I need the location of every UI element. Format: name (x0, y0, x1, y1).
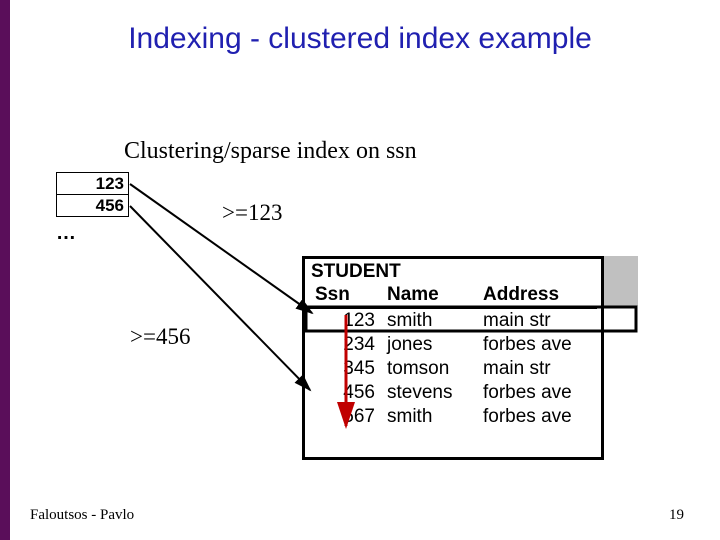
col-address: Address (477, 283, 597, 308)
index-ellipsis: … (56, 222, 76, 245)
table-row: 456 stevens forbes ave (309, 381, 597, 405)
footer-page-number: 19 (669, 507, 684, 524)
student-table-title: STUDENT (305, 259, 601, 283)
student-table-container: STUDENT Ssn Name Address 123 smith main … (302, 256, 604, 460)
student-table: Ssn Name Address 123 smith main str 234 … (309, 283, 597, 453)
table-row: 567 smith forbes ave (309, 405, 597, 429)
table-row-empty (309, 429, 597, 453)
slide-subtitle: Clustering/sparse index on ssn (124, 138, 417, 165)
footer-authors: Faloutsos - Pavlo (30, 507, 134, 524)
left-accent-bar (0, 0, 10, 540)
arrow-123 (130, 184, 312, 313)
index-row-0: 123 (57, 173, 129, 195)
label-ge-123: >=123 (222, 200, 282, 226)
col-ssn: Ssn (309, 283, 381, 308)
table-row: 123 smith main str (309, 308, 597, 333)
slide-title: Indexing - clustered index example (0, 22, 720, 56)
index-table: 123 456 (56, 172, 129, 217)
col-name: Name (381, 283, 477, 308)
table-row: 234 jones forbes ave (309, 333, 597, 357)
index-row-1: 456 (57, 195, 129, 217)
arrow-456 (130, 206, 310, 390)
table-row: 345 tomson main str (309, 357, 597, 381)
label-ge-456: >=456 (130, 324, 190, 350)
